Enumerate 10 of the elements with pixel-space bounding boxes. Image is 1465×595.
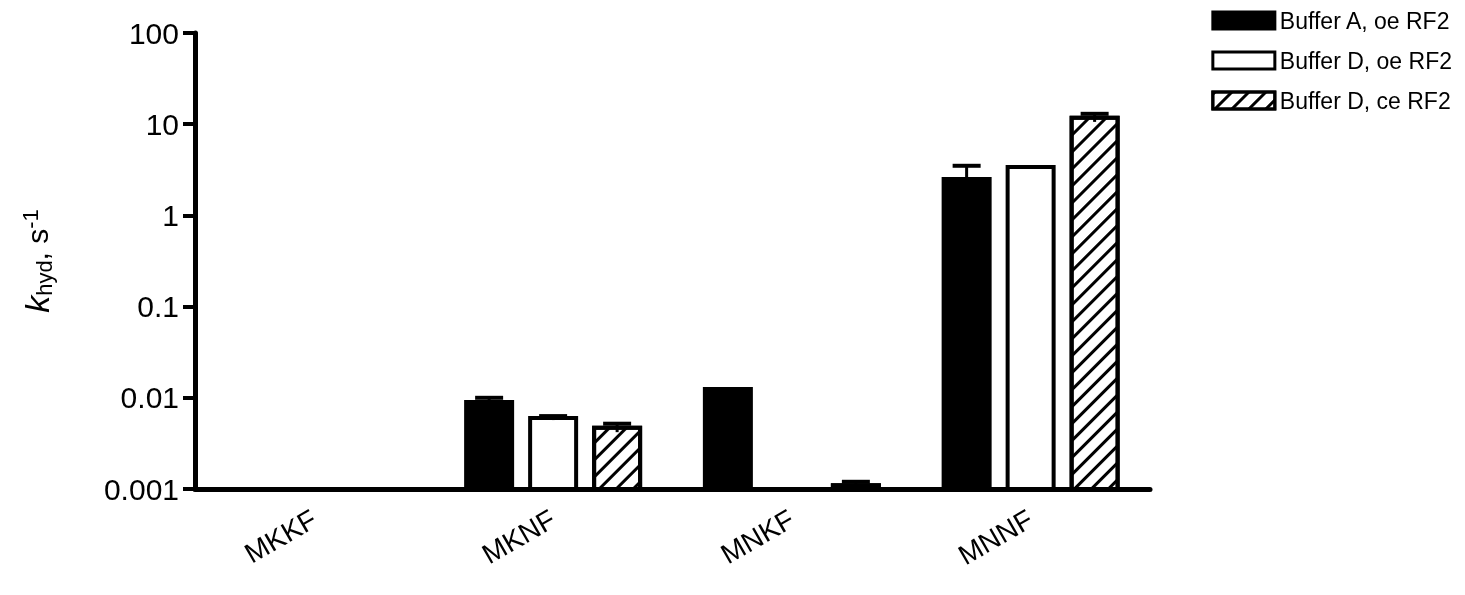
y-axis-title: khyd, s-1 <box>17 209 57 313</box>
y-tick-label: 100 <box>128 16 179 50</box>
legend-label: Buffer A, oe RF2 <box>1279 7 1450 34</box>
y-tick-label: 1 <box>162 198 179 232</box>
y-tick-label: 0.1 <box>137 290 179 324</box>
legend-label: Buffer D, oe RF2 <box>1279 47 1452 74</box>
y-tick-label: 0.001 <box>103 472 179 506</box>
y-tick-label: 10 <box>145 107 179 141</box>
y-tick-label: 0.01 <box>120 381 179 415</box>
legend-label: Buffer D, ce RF2 <box>1279 87 1451 114</box>
